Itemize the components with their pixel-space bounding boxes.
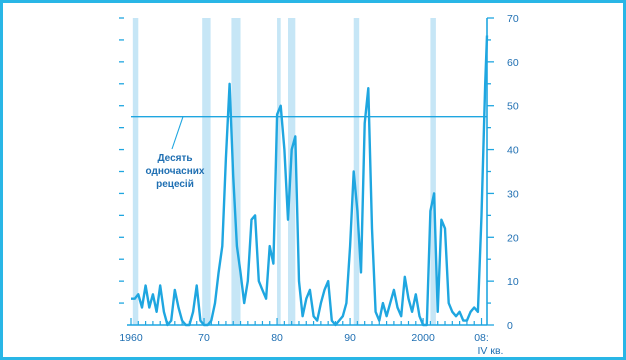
- recession-band-3: [277, 18, 281, 325]
- x-tick-label: 1960: [119, 332, 143, 344]
- recession-band-0: [132, 18, 139, 325]
- x-tick-label: 80: [271, 332, 283, 344]
- x-tick-label: 90: [344, 332, 356, 344]
- x-tick-label: 70: [198, 332, 210, 344]
- recession-band-2: [231, 18, 241, 325]
- y-tick-label: 0: [507, 320, 513, 332]
- recession-band-6: [430, 18, 436, 325]
- annotation-line-1: Десять: [157, 153, 192, 164]
- y-tick-label: 40: [507, 145, 519, 157]
- annotation-line-2: одночасних: [146, 166, 205, 177]
- y-tick-label: 70: [507, 13, 519, 25]
- y-tick-label: 60: [507, 57, 519, 69]
- ticks-group: 0 10 20 30 40 50 60 70 1960 70 80 90 2000 08:IV кв.: [119, 13, 519, 357]
- annotation-line-3: рецесій: [156, 179, 194, 190]
- recession-band-1: [202, 18, 211, 325]
- x-sublabel: IV кв.: [478, 345, 504, 357]
- y-tick-label: 10: [507, 276, 519, 288]
- y-tick-label: 20: [507, 232, 519, 244]
- annotation-pointer: [171, 116, 184, 150]
- labels-group: Десять одночасних рецесій: [146, 153, 205, 190]
- recession-band-5: [353, 18, 360, 325]
- x-tick-label: 08:: [474, 332, 489, 344]
- y-tick-label: 30: [507, 188, 519, 200]
- y-tick-label: 50: [507, 101, 519, 113]
- x-tick-label: 2000: [411, 332, 435, 344]
- series-line: [131, 35, 489, 327]
